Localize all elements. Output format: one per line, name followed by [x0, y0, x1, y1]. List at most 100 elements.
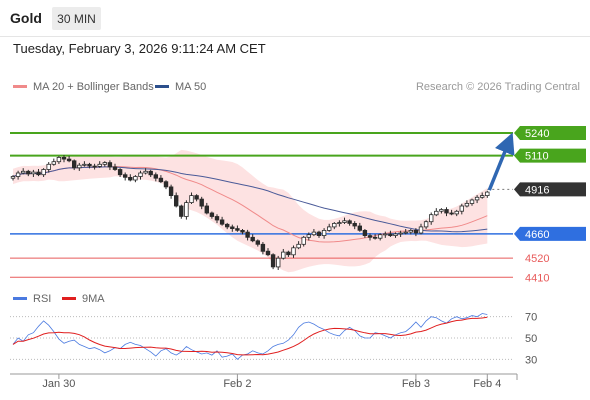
rsi-tick-50: 50 [525, 333, 537, 345]
level-label-4520: 4520 [525, 253, 549, 265]
timestamp: Tuesday, February 3, 2026 9:11:24 AM CET [13, 41, 266, 56]
level-badge-label-5110: 5110 [525, 151, 549, 163]
candle [434, 210, 439, 216]
candle [454, 210, 459, 215]
candle [107, 162, 113, 168]
candle [459, 205, 464, 212]
candle [479, 195, 485, 198]
candle [275, 257, 281, 268]
candle [474, 196, 480, 201]
candle [77, 164, 82, 169]
level-badge-4660 [514, 226, 586, 241]
rsi-ma-legend-swatch [62, 297, 76, 300]
candle [332, 222, 337, 228]
x-tick-label: Feb 2 [223, 378, 251, 390]
price-levels [10, 132, 513, 278]
candle [281, 251, 286, 259]
candle [464, 202, 470, 207]
level-label-4410: 4410 [525, 272, 549, 284]
price-legend: MA 20 + Bollinger Bands MA 50 [13, 81, 206, 93]
candle [428, 214, 434, 223]
candle [72, 160, 77, 169]
candle [377, 234, 383, 239]
candle [449, 212, 454, 215]
rsi-legend-swatch [13, 297, 27, 300]
candle [56, 156, 62, 163]
candle [168, 186, 174, 196]
candle [439, 209, 444, 212]
ma20-legend-swatch [13, 85, 27, 88]
candle [444, 209, 449, 214]
candle [418, 226, 424, 234]
candle [66, 158, 72, 162]
candle [143, 170, 148, 174]
candle [260, 243, 266, 252]
candle [235, 228, 240, 231]
candle [398, 232, 403, 235]
candle [224, 223, 230, 228]
asset-title: Gold [10, 10, 42, 26]
projection [487, 132, 515, 191]
candle [26, 170, 31, 175]
candle [342, 220, 347, 223]
candle [87, 163, 92, 167]
level-badge-label-4916: 4916 [525, 184, 549, 196]
level-badge-label-5240: 5240 [525, 128, 549, 140]
candle [286, 251, 291, 256]
candle [388, 233, 393, 236]
candle [265, 250, 271, 256]
candle [383, 233, 388, 236]
candle [245, 231, 250, 238]
candle [291, 247, 296, 256]
candle [469, 199, 475, 204]
candle [10, 176, 16, 179]
x-tick-label: Feb 3 [402, 378, 430, 390]
candle [82, 163, 87, 166]
candle [423, 221, 429, 228]
candle [51, 161, 56, 165]
candle [133, 176, 138, 181]
x-tick-label: Feb 4 [473, 378, 501, 390]
candle [250, 236, 255, 242]
candle [123, 174, 128, 178]
ma50-line [12, 166, 488, 233]
candle [138, 172, 143, 177]
level-badges: 5240 5110 4916 4660 4520 4410 [514, 126, 586, 284]
candle [61, 156, 67, 160]
candle [179, 205, 184, 217]
candle [31, 171, 36, 175]
candle [199, 198, 204, 207]
candle [92, 165, 97, 168]
rsi-tick-30: 30 [525, 354, 537, 366]
level-badge-5240 [514, 126, 586, 141]
candle [41, 169, 46, 176]
candle [311, 231, 317, 236]
candle [255, 240, 260, 245]
candle [403, 231, 408, 234]
rsi-legend-label: RSI [33, 293, 51, 305]
bollinger-band-area [13, 149, 488, 273]
candle [189, 195, 194, 204]
bollinger-band [13, 149, 488, 273]
candle [219, 219, 225, 225]
level-badge-4916 [514, 182, 586, 197]
candle [321, 229, 327, 236]
candle [393, 233, 398, 236]
candle [362, 229, 368, 236]
top-bar: Gold 30 MIN [0, 0, 590, 36]
candle [270, 254, 276, 268]
candle [173, 195, 179, 207]
candle [337, 222, 342, 225]
header-divider [0, 36, 590, 37]
moving-averages [12, 166, 488, 243]
ma20-legend-label: MA 20 + Bollinger Bands [33, 81, 154, 93]
candle [347, 220, 352, 224]
candle [316, 231, 322, 237]
candle [413, 229, 419, 234]
interval-button[interactable]: 30 MIN [52, 7, 101, 30]
rsi-legend: RSI 9MA [13, 293, 105, 305]
ma50-legend-label: MA 50 [175, 81, 206, 93]
rsi-line [12, 313, 488, 360]
candle [153, 174, 158, 179]
